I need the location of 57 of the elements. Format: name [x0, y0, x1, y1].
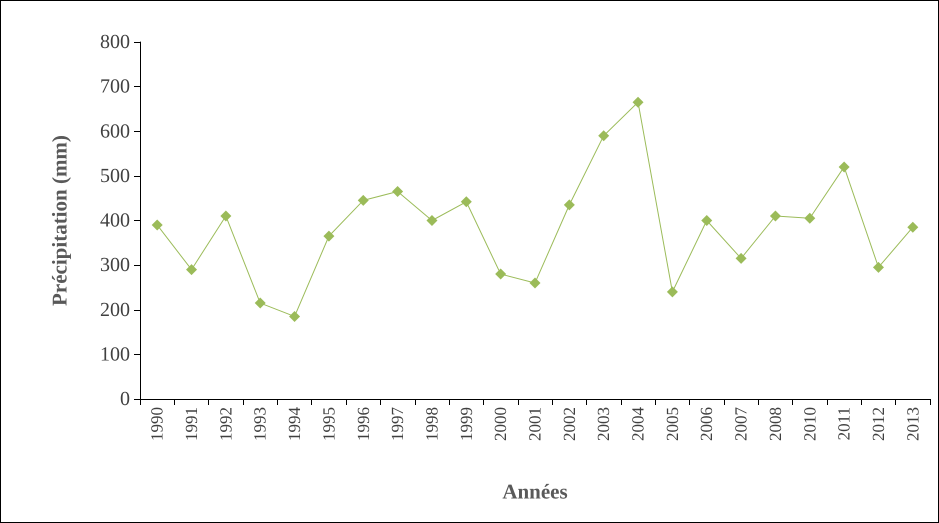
x-tick-label: 1998: [422, 407, 442, 441]
x-tick-label: 2006: [697, 407, 716, 441]
x-tick-label: 2005: [662, 407, 682, 441]
point: [872, 262, 884, 273]
x-tick-label: 2000: [491, 407, 510, 441]
x-tick-label: 1991: [182, 407, 202, 441]
x-tick-label: 2002: [560, 407, 579, 441]
x-tick-label: 2010: [800, 407, 820, 441]
point: [392, 186, 404, 197]
point: [152, 219, 163, 230]
point: [289, 310, 300, 322]
y-tick-label: 200: [100, 298, 130, 321]
point: [564, 199, 575, 210]
point: [736, 252, 747, 264]
point: [666, 286, 678, 298]
x-tick-label: 2003: [594, 407, 614, 441]
y-tick-label: 500: [100, 164, 130, 187]
x-tick-label: 2007: [732, 406, 751, 441]
point: [220, 210, 232, 222]
x-tick-label: 1999: [456, 407, 476, 441]
x-tick-label: 1995: [319, 407, 338, 441]
x-tick-label: 1996: [354, 407, 373, 441]
x-tick-label: 2008: [766, 407, 785, 441]
x-tick-label: 1990: [148, 407, 167, 441]
x-tick-label: 2004: [628, 406, 648, 441]
x-tick-label: 1997: [388, 406, 408, 441]
point: [907, 222, 918, 233]
x-tick-label: 2013: [903, 407, 922, 441]
y-axis-title: Précipitation (mm): [48, 135, 72, 306]
x-axis-title: Années: [502, 480, 568, 504]
point: [804, 212, 816, 224]
point: [701, 215, 712, 226]
x-tick-label: 2012: [868, 407, 888, 441]
x-tick-label: 2011: [834, 407, 854, 440]
point: [838, 161, 850, 172]
y-tick-label: 100: [100, 343, 130, 366]
point: [186, 264, 198, 276]
point: [460, 196, 472, 208]
y-tick-label: 700: [100, 76, 130, 98]
point: [254, 298, 266, 309]
point: [770, 210, 781, 222]
x-tick-label: 1992: [216, 407, 236, 441]
point: [358, 194, 369, 206]
x-tick-label: 1994: [285, 406, 304, 441]
y-tick-label: 300: [100, 254, 130, 276]
point: [323, 230, 334, 242]
y-tick-label: 0: [120, 388, 130, 410]
y-tick-label: 600: [100, 120, 130, 142]
point: [530, 277, 540, 288]
point: [598, 130, 610, 142]
x-tick-label: 2001: [526, 407, 544, 441]
point: [632, 96, 644, 108]
y-tick-label: 400: [100, 210, 130, 232]
x-tick-label: 1993: [250, 407, 270, 441]
y-tick-label: 800: [100, 31, 130, 53]
point: [495, 268, 506, 280]
point: [426, 215, 438, 226]
